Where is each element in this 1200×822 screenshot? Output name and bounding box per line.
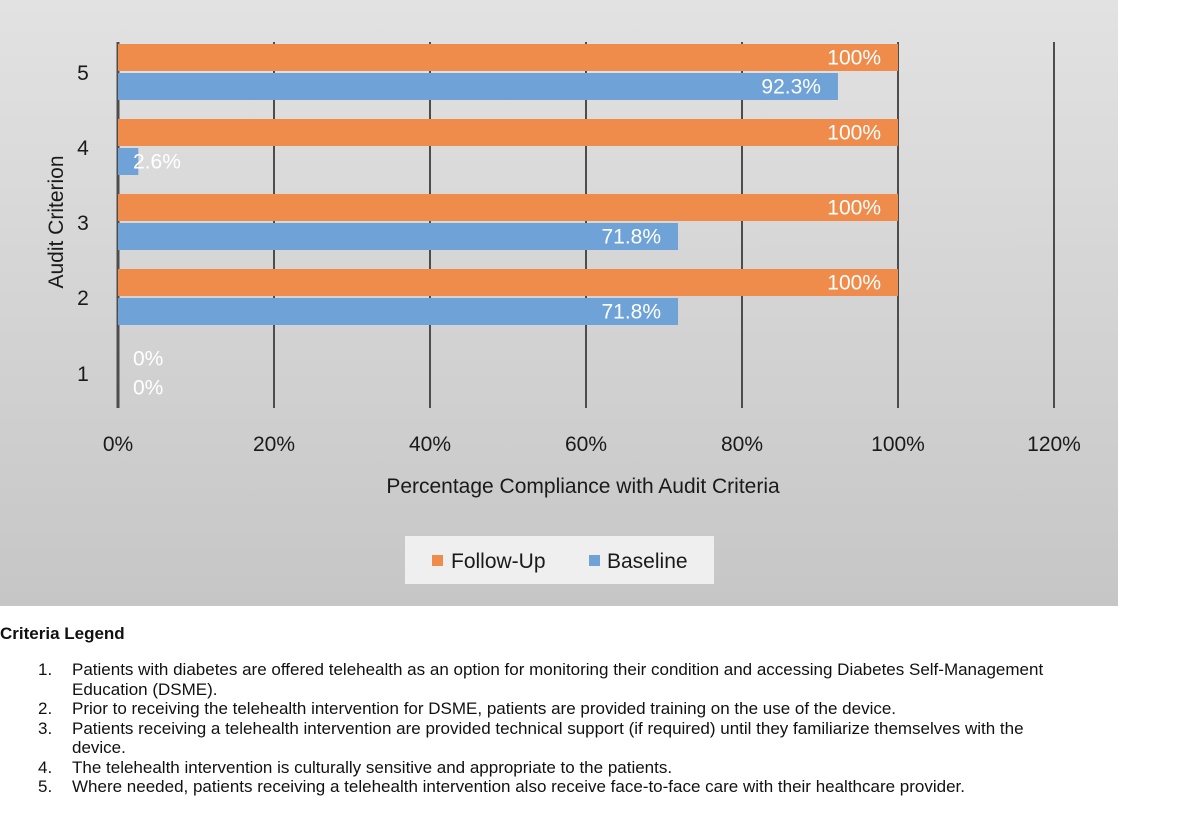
chart-legend: Follow-Up Baseline [405, 536, 714, 584]
criteria-item: 4. The telehealth intervention is cultura… [0, 758, 1200, 778]
bar-follow-up [118, 119, 898, 146]
legend-label-follow-up: Follow-Up [451, 550, 546, 573]
legend-box [405, 536, 714, 584]
data-label: 92.3% [761, 76, 821, 99]
chart-panel: 0% 0% 100% 71.8% 100% 71.8% 100% 2.6% 100% 92.3% … [0, 0, 1118, 606]
bar-follow-up [118, 269, 898, 296]
legend-swatch-baseline [589, 555, 600, 566]
data-label: 0% [133, 377, 163, 400]
criteria-text-line: device. [72, 738, 126, 757]
legend-label-baseline: Baseline [607, 550, 688, 573]
data-label: 0% [133, 348, 163, 371]
criteria-number: 3. [38, 718, 53, 738]
bar-baseline [118, 298, 679, 325]
criteria-text-line: Prior to receiving the telehealth interv… [72, 699, 897, 718]
data-label: 71.8% [601, 226, 661, 249]
criteria-item: 2. Prior to receiving the telehealth inte… [0, 699, 1200, 719]
legend-swatch-follow-up [432, 555, 443, 566]
x-tick-label: 100% [871, 433, 925, 456]
bar-follow-up [118, 194, 898, 221]
y-tick-labels: 1 2 3 4 5 [77, 62, 89, 386]
criteria-number: 4. [38, 757, 53, 777]
y-tick-label: 4 [77, 137, 89, 160]
x-tick-label: 0% [103, 433, 133, 456]
criteria-number: 5. [38, 777, 53, 796]
bar-baseline [118, 148, 139, 175]
y-tick-label: 3 [77, 212, 89, 235]
criteria-list: 1. Patients with diabetes are offered tel… [0, 660, 1200, 797]
criteria-number: 1. [38, 660, 53, 679]
x-tick-label: 80% [721, 433, 763, 456]
criteria-number: 2. [38, 699, 53, 718]
criteria-item: 3. Patients receiving a telehealth interv… [0, 719, 1200, 758]
x-axis-title: Percentage Compliance with Audit Criteri… [386, 475, 780, 498]
bars [118, 44, 898, 325]
data-label: 100% [827, 47, 881, 70]
x-tick-label: 120% [1027, 433, 1081, 456]
data-labels: 0% 0% 100% 71.8% 100% 71.8% 100% 2.6% 100% 92.3% [133, 47, 881, 400]
criteria-text-line: Patients receiving a telehealth interven… [72, 718, 1024, 738]
criteria-text-line: Where needed, patients receiving a teleh… [72, 777, 966, 796]
criteria-text-line: Patients with diabetes are offered teleh… [72, 660, 1044, 679]
y-tick-label: 5 [77, 62, 89, 85]
data-label: 2.6% [133, 151, 181, 174]
x-tick-label: 60% [565, 433, 607, 456]
criteria-text-line: The telehealth intervention is culturall… [72, 757, 673, 777]
bar-chart: 0%0%100%71.8%100%71.8%100%2.6%100%92.3% … [0, 0, 1118, 606]
x-tick-label: 20% [253, 433, 295, 456]
bar-baseline [118, 73, 838, 100]
y-tick-label: 2 [77, 287, 89, 310]
criteria-legend-title: Criteria Legend [0, 624, 125, 643]
data-label: 100% [827, 197, 881, 220]
bar-follow-up [118, 44, 898, 71]
bar-baseline [118, 223, 679, 250]
criteria-text-line: Education (DSME). [72, 679, 218, 699]
data-label: 71.8% [601, 301, 661, 324]
criteria-item: 5. Where needed, patients receiving a tel… [0, 777, 1200, 797]
x-tick-labels: 0% 20% 40% 60% 80% 100% 120% [103, 433, 1081, 456]
y-axis-title: Audit Criterion [45, 155, 68, 288]
x-tick-label: 40% [409, 433, 451, 456]
y-tick-label: 1 [77, 363, 89, 386]
criteria-item: 1. Patients with diabetes are offered tel… [0, 660, 1200, 699]
data-label: 100% [827, 272, 881, 295]
data-label: 100% [827, 122, 881, 145]
